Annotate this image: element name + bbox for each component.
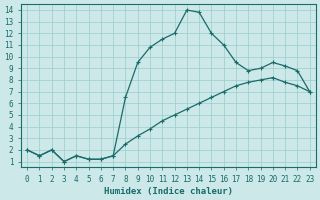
X-axis label: Humidex (Indice chaleur): Humidex (Indice chaleur) [104, 187, 233, 196]
